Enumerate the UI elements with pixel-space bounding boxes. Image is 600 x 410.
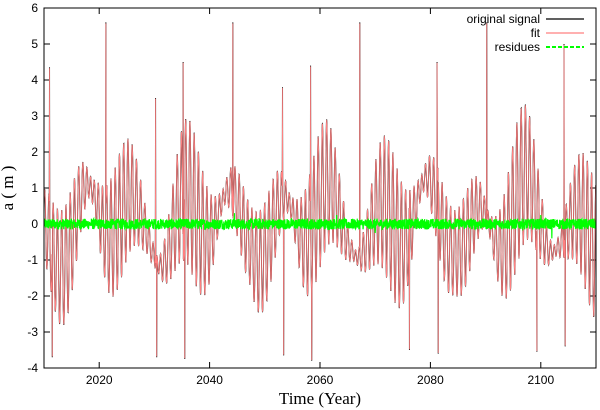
legend-label-residues: residues	[495, 40, 540, 54]
series-fit-line	[44, 23, 596, 361]
y-axis-title: a ( m )	[0, 166, 17, 211]
y-tick-label: -3	[27, 325, 38, 339]
y-tick-label: 4	[31, 73, 38, 87]
x-tick-label: 2100	[527, 373, 554, 387]
legend-entry-original-signal: original signal	[467, 12, 584, 26]
legend-label-fit: fit	[531, 26, 541, 40]
y-tick-label: 3	[31, 109, 38, 123]
x-axis-title: Time (Year)	[279, 389, 361, 408]
legend-entry-fit: fit	[531, 26, 584, 40]
legend-label-original-signal: original signal	[467, 12, 540, 26]
y-tick-label: 2	[31, 145, 38, 159]
y-tick-label: 1	[31, 181, 38, 195]
y-tick-label: 6	[31, 1, 38, 15]
plot-frame	[43, 7, 597, 369]
y-tick-label: 5	[31, 37, 38, 51]
y-tick-label: -2	[27, 289, 38, 303]
y-tick-label: 0	[31, 217, 38, 231]
y-tick-label: -4	[27, 361, 38, 375]
legend-entry-residues: residues	[495, 40, 584, 54]
series-residues-line	[44, 213, 596, 239]
x-tick-labels: 2020 2040 2060 2080 2100	[86, 373, 555, 387]
legend: original signal fit residues	[467, 12, 584, 54]
x-tick-label: 2080	[417, 373, 444, 387]
y-tick-label: -1	[27, 253, 38, 267]
x-tick-label: 2060	[307, 373, 334, 387]
y-tick-labels: -4 -3 -2 -1 0 1 2 3 4 5 6	[27, 1, 38, 375]
x-tick-label: 2040	[196, 373, 223, 387]
x-tick-label: 2020	[86, 373, 113, 387]
